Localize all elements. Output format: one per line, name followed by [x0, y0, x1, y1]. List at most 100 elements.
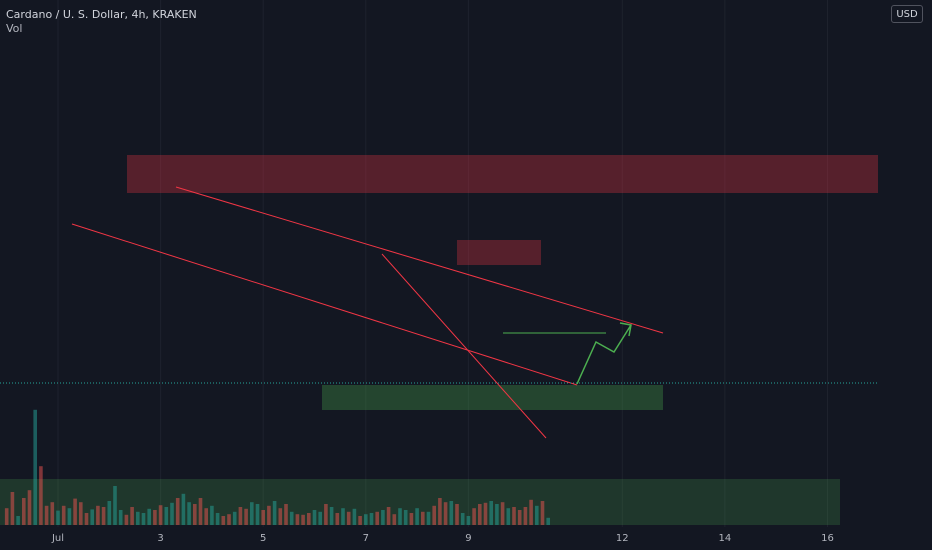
time-tick-label: 9 [465, 533, 471, 544]
volume-bar [318, 511, 322, 525]
volume-bar [432, 505, 436, 525]
volume-bar [329, 507, 334, 525]
steep-trendline[interactable] [381, 253, 547, 439]
volume-bar [478, 504, 482, 525]
volume-bar [250, 502, 254, 525]
volume-bar [409, 513, 414, 525]
volume-bar [4, 508, 9, 525]
volume-bar [101, 507, 106, 525]
volume-bar [136, 511, 140, 525]
small-supply-zone[interactable] [457, 240, 541, 265]
volume-bar [278, 508, 283, 525]
volume-bar [295, 514, 300, 525]
volume-bar [232, 511, 237, 525]
volume-bar [27, 490, 32, 525]
volume-bar [403, 510, 408, 525]
volume-bar [158, 505, 163, 525]
volume-bar [107, 501, 112, 525]
volume-bar [289, 511, 294, 525]
lower-channel-trendline[interactable] [71, 223, 578, 386]
volume-bar [529, 499, 533, 525]
time-tick-label: 7 [363, 533, 369, 544]
volume-bar [84, 513, 89, 525]
volume-bar [341, 508, 345, 525]
volume-bar [90, 509, 94, 525]
volume-bar [415, 508, 419, 525]
volume-bar [170, 502, 174, 525]
volume-bar [443, 502, 448, 525]
volume-bar [22, 498, 26, 525]
volume-bar [244, 508, 248, 525]
volume-bar [449, 501, 454, 525]
volume-bar [324, 504, 328, 525]
volume-bar [33, 409, 37, 525]
trendlines[interactable] [0, 186, 878, 439]
volume-bar [540, 501, 545, 525]
volume-bar [386, 507, 391, 525]
volume-bar [153, 510, 157, 525]
volume-bar [307, 513, 311, 525]
time-axis-bg [0, 527, 932, 550]
volume-bar [255, 504, 260, 525]
volume-bar [369, 513, 374, 525]
price-axis-bg [878, 0, 932, 550]
volume-bar [204, 508, 208, 525]
volume-bar [546, 517, 550, 525]
volume-bar [16, 516, 20, 525]
volume-indicator-label[interactable]: Vol [6, 22, 23, 35]
volume-bar [364, 514, 368, 525]
projection-arrow-head [619, 322, 632, 337]
volume-bar [50, 502, 55, 525]
volume-bar [284, 504, 288, 525]
volume-bar [517, 510, 522, 525]
volume-bar [346, 511, 351, 525]
volume-bar [215, 513, 220, 525]
volume-bar [489, 501, 493, 525]
volume-bar [39, 466, 43, 525]
volume-bar [44, 505, 49, 525]
time-tick-label: 3 [157, 533, 163, 544]
volume-bar [130, 507, 134, 525]
volume-bar [164, 507, 169, 525]
time-tick-label: 5 [260, 533, 266, 544]
volume-bar [535, 505, 539, 525]
volume-bar [438, 498, 442, 525]
volume-bar [79, 502, 83, 525]
volume-bar [272, 501, 277, 525]
volume-bar [460, 513, 465, 525]
volume-bar [118, 510, 123, 525]
volume-bar [227, 514, 231, 525]
volume-bar [352, 508, 357, 525]
currency-button[interactable]: USD [891, 5, 923, 23]
volume-bar [358, 516, 362, 525]
volume-bar [455, 504, 459, 525]
upper-channel-trendline[interactable] [175, 186, 664, 334]
volume-bar [96, 505, 100, 525]
time-tick-label: 14 [719, 533, 732, 544]
volume-bar [392, 514, 397, 525]
volume-bar [312, 510, 317, 525]
volume-bar [381, 510, 385, 525]
volume-bars [4, 409, 550, 525]
time-axis[interactable]: Jul3579121416192123 [0, 527, 932, 550]
time-tick-label: Jul [51, 533, 64, 544]
resistance-zone[interactable] [127, 155, 880, 193]
volume-bar [523, 507, 528, 525]
volume-bar [512, 507, 516, 525]
symbol-title[interactable]: Cardano / U. S. Dollar, 4h, KRAKEN [6, 8, 197, 21]
projection-arrow-path[interactable] [576, 324, 632, 385]
volume-bar [187, 502, 191, 525]
volume-bar [10, 492, 15, 525]
volume-bar [141, 513, 146, 525]
volume-bar [335, 513, 340, 525]
price-axis[interactable]: 1.6500001.6000001.5500001.5000001.450000… [878, 0, 932, 550]
volume-support-zone[interactable] [0, 479, 840, 525]
support-zone[interactable] [322, 385, 663, 410]
time-tick-label: 16 [821, 533, 834, 544]
grid [57, 0, 828, 527]
volume-bar [506, 508, 511, 525]
volume-bar [147, 508, 151, 525]
volume-bar [181, 493, 186, 525]
